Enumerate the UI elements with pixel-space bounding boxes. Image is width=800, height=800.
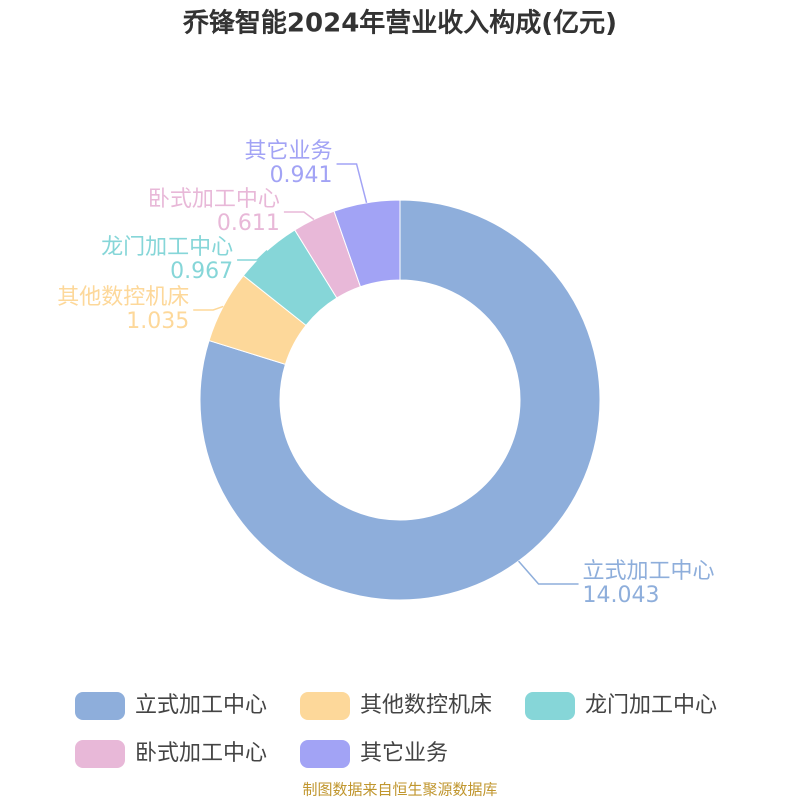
slice-value: 1.035	[126, 309, 189, 334]
slice-value: 14.043	[583, 583, 660, 608]
legend-label: 其它业务	[360, 741, 448, 766]
slice-value: 0.941	[270, 163, 333, 188]
slice-value: 0.967	[170, 259, 233, 284]
legend-swatch	[525, 692, 575, 720]
leader-line	[237, 249, 268, 261]
source-note: 制图数据来自恒生聚源数据库	[302, 781, 497, 799]
leader-line	[283, 211, 315, 221]
chart-title: 乔锋智能2024年营业收入构成(亿元)	[182, 8, 617, 39]
slice-label: 其它业务	[245, 139, 333, 164]
leader-line	[517, 560, 579, 585]
leader-line	[336, 163, 368, 204]
slice	[199, 199, 601, 601]
slice-label: 立式加工中心	[583, 559, 715, 584]
legend-label: 卧式加工中心	[135, 741, 267, 766]
legend-label: 龙门加工中心	[585, 693, 717, 718]
slice	[333, 199, 401, 288]
slice-value: 0.611	[217, 211, 280, 236]
legend-label: 其他数控机床	[360, 693, 492, 718]
slice-label: 其他数控机床	[57, 285, 189, 310]
legend-swatch	[300, 740, 350, 768]
legend-swatch	[300, 692, 350, 720]
legend-label: 立式加工中心	[135, 693, 267, 718]
slice-label: 卧式加工中心	[148, 187, 280, 212]
legend-swatch	[75, 740, 125, 768]
slice-label: 龙门加工中心	[101, 235, 233, 260]
legend-swatch	[75, 692, 125, 720]
leader-line	[193, 305, 224, 311]
